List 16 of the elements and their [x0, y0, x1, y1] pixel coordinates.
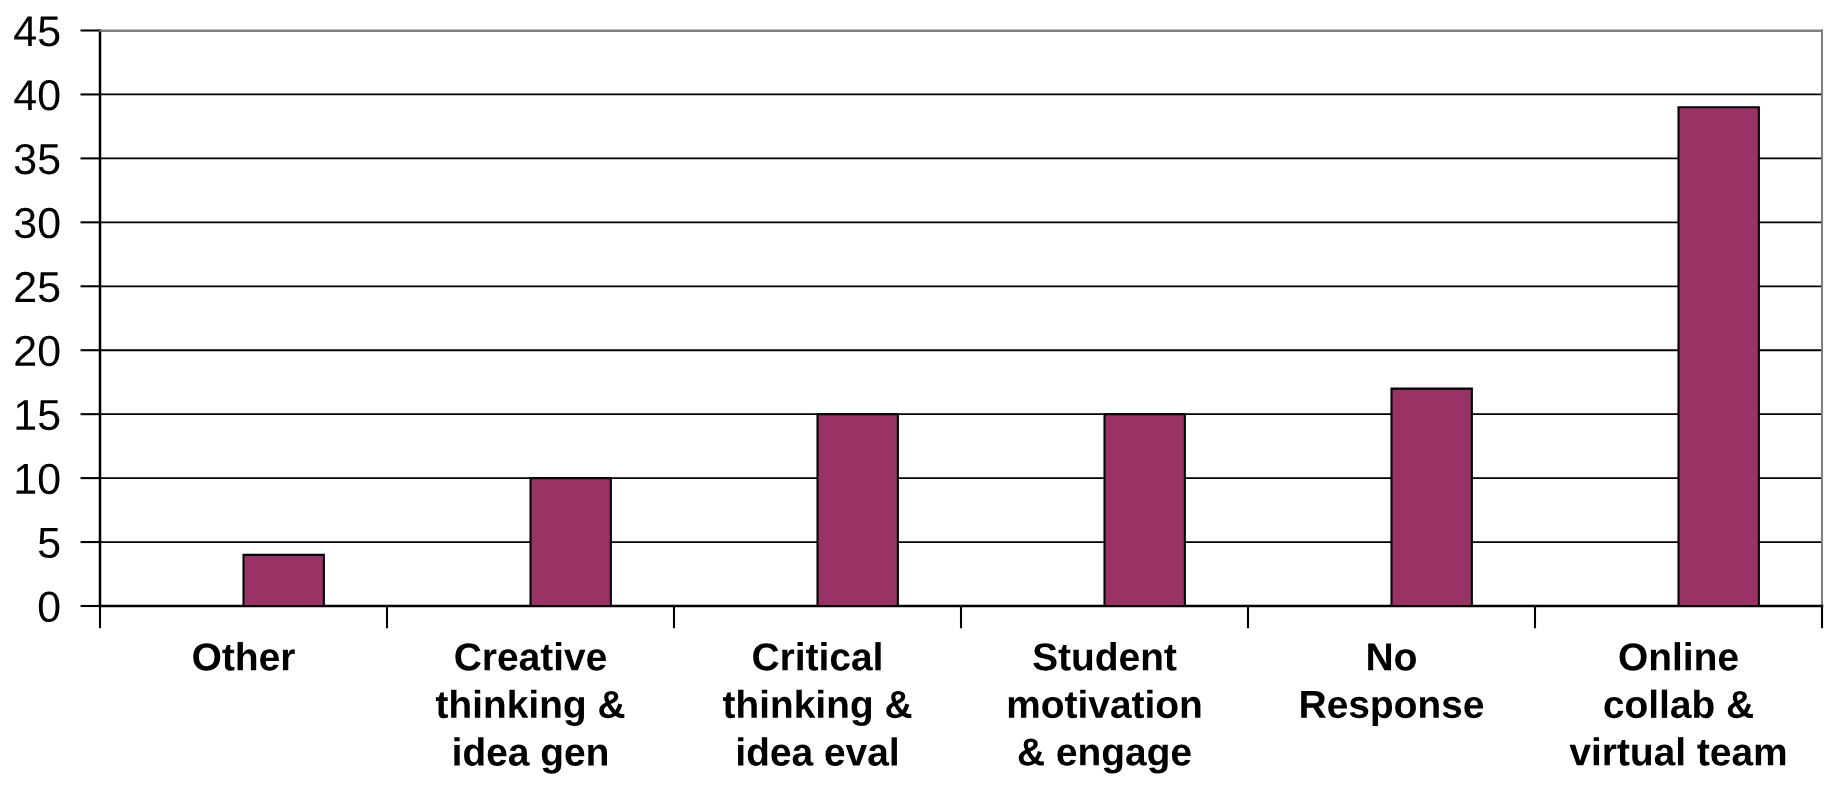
y-tick-label: 30: [14, 207, 60, 239]
y-tick-label: 25: [15, 271, 60, 303]
y-tick-label: 20: [15, 335, 60, 367]
x-tick-label: Creative thinking & idea gen: [435, 642, 625, 774]
y-tick-label: 40: [14, 79, 60, 111]
y-tick-label: 45: [14, 16, 60, 47]
x-tick-label: Student motivation & engage: [1008, 642, 1201, 774]
y-tick-label: 0: [38, 591, 60, 623]
x-tick-label: Online collab & virtual team: [1569, 642, 1786, 766]
y-tick-label: 15: [16, 400, 60, 431]
y-tick-label: 10: [16, 463, 60, 495]
x-tick-label: No Response: [1301, 643, 1484, 726]
y-tick-label: 5: [38, 528, 60, 559]
x-tick-label: Other: [193, 642, 295, 671]
x-tick-label: Critical thinking & idea eval: [722, 642, 912, 766]
y-tick-label: 35: [14, 143, 60, 175]
